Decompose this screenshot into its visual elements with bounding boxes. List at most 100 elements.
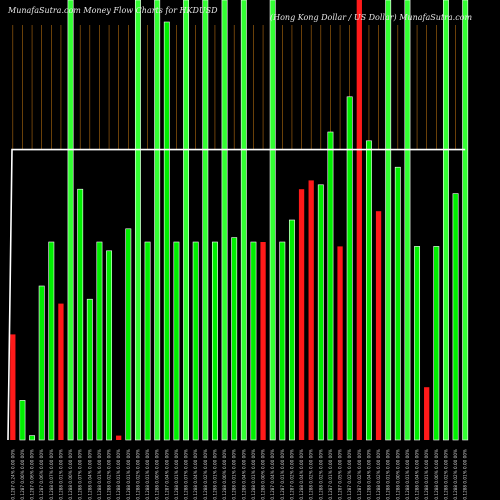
bar bbox=[77, 188, 84, 441]
bar bbox=[337, 246, 343, 440]
bar bbox=[385, 0, 392, 441]
bar bbox=[38, 285, 45, 441]
x-tick-label: 0.1288 0.01% 0.00 00% bbox=[386, 449, 391, 500]
x-tick-label: 0.1287 0.04% 0.00 00% bbox=[164, 449, 169, 500]
bar bbox=[29, 435, 36, 441]
bar bbox=[404, 0, 411, 441]
x-tick-label: 0.1288 0.04% 0.00 00% bbox=[366, 449, 371, 500]
x-tick-label: 0.1288 0.01% 0.00 00% bbox=[424, 449, 429, 500]
x-tick-label: 0.1288 0.01% 0.00 00% bbox=[405, 449, 410, 500]
bar bbox=[96, 241, 103, 441]
bar bbox=[452, 193, 459, 441]
x-tick-label: 0.1288 0.07% 0.00 00% bbox=[49, 449, 54, 500]
bar bbox=[173, 241, 180, 441]
bar bbox=[327, 131, 334, 441]
x-tick-label: 0.1288 0.01% 0.00 00% bbox=[463, 449, 468, 500]
x-tick-label: 0.1288 0.04% 0.00 00% bbox=[87, 449, 92, 500]
x-tick-label: 0.1288 0.04% 0.00 00% bbox=[299, 449, 304, 500]
bar bbox=[356, 0, 362, 440]
x-tick-label: 0.1288 0.02% 0.00 00% bbox=[443, 449, 448, 500]
x-tick-label: 0.1288 0.01% 0.00 00% bbox=[97, 449, 102, 500]
x-tick-label: 0.1288 0.02% 0.00 00% bbox=[318, 449, 323, 500]
x-tick-label: 0.1287 0.24% 0.00 00% bbox=[10, 449, 15, 500]
x-tick-label: 0.1288 0.00% 0.00 00% bbox=[222, 449, 227, 500]
bar bbox=[211, 241, 218, 441]
price-line-group bbox=[7, 148, 466, 441]
bar bbox=[250, 241, 257, 441]
x-tick-label: 0.1288 0.07% 0.00 00% bbox=[184, 449, 189, 500]
bar bbox=[106, 250, 113, 441]
x-tick-label: 0.1288 0.04% 0.00 00% bbox=[415, 449, 420, 500]
x-tick-label: 0.1287 0.00% 0.00 00% bbox=[20, 449, 25, 500]
bar bbox=[317, 184, 324, 441]
x-tick-label: 0.1288 0.07% 0.00 00% bbox=[78, 449, 83, 500]
x-tick-label: 0.1287 0.06% 0.00 00% bbox=[39, 449, 44, 500]
x-tick-label: 0.1288 0.01% 0.00 00% bbox=[232, 449, 237, 500]
bar bbox=[424, 387, 430, 440]
x-tick-label: 0.1288 0.02% 0.00 00% bbox=[453, 449, 458, 500]
bar bbox=[116, 435, 122, 440]
bar bbox=[288, 219, 295, 441]
bar bbox=[48, 241, 55, 441]
bar bbox=[144, 241, 151, 441]
bar bbox=[462, 0, 469, 441]
bar bbox=[414, 246, 421, 441]
x-tick-label: 0.1288 0.00% 0.00 00% bbox=[155, 449, 160, 500]
bar bbox=[279, 241, 286, 441]
bar bbox=[19, 400, 26, 441]
bar bbox=[442, 0, 449, 441]
x-tick-label: 0.1287 0.06% 0.00 00% bbox=[30, 449, 35, 500]
bar bbox=[308, 180, 314, 440]
bar bbox=[375, 211, 382, 440]
chart-title-right: (Hong Kong Dollar / US Dollar) MunafaSut… bbox=[270, 13, 472, 22]
x-tick-label: 0.1288 0.00% 0.00 00% bbox=[434, 449, 439, 500]
chart-title-left: MunafaSutra.com Money Flow Charts for HK… bbox=[7, 6, 218, 15]
bar bbox=[10, 334, 16, 440]
bar bbox=[231, 237, 238, 441]
x-tick-label: 0.1288 0.01% 0.00 00% bbox=[212, 449, 217, 500]
x-tick-label: 0.1287 0.02% 0.00 00% bbox=[357, 449, 362, 500]
x-tick-label: 0.1288 0.01% 0.00 00% bbox=[58, 449, 63, 500]
bar bbox=[125, 228, 132, 441]
bar bbox=[346, 96, 353, 441]
x-tick-label: 0.1288 0.01% 0.00 00% bbox=[116, 449, 121, 500]
x-tick-label: 0.1287 0.02% 0.00 00% bbox=[347, 449, 352, 500]
bar bbox=[154, 0, 161, 441]
bars bbox=[10, 0, 469, 441]
x-tick-label: 0.1288 0.01% 0.00 00% bbox=[145, 449, 150, 500]
bar bbox=[163, 21, 170, 441]
bar bbox=[260, 242, 266, 440]
x-tick-label: 0.1288 0.02% 0.00 00% bbox=[376, 449, 381, 500]
x-tick-label: 0.1287 0.05% 0.00 00% bbox=[338, 449, 343, 500]
x-tick-labels: 0.1287 0.24% 0.00 00% 0.1287 0.00% 0.00 0… bbox=[10, 449, 467, 500]
bar bbox=[202, 0, 209, 441]
bar bbox=[365, 140, 372, 441]
bar bbox=[192, 241, 199, 441]
bar bbox=[134, 0, 141, 441]
bar bbox=[86, 298, 93, 441]
bar bbox=[394, 166, 401, 441]
x-tick-label: 0.1287 0.01% 0.00 00% bbox=[280, 449, 285, 500]
x-tick-label: 0.1288 0.00% 0.00 00% bbox=[68, 449, 73, 500]
x-tick-label: 0.1287 0.04% 0.00 00% bbox=[270, 449, 275, 500]
price-line bbox=[7, 148, 466, 441]
x-tick-label: 0.1288 0.00% 0.00 00% bbox=[395, 449, 400, 500]
bar bbox=[221, 0, 228, 441]
x-tick-label: 0.1288 0.01% 0.00 00% bbox=[174, 449, 179, 500]
x-tick-label: 0.1288 0.02% 0.00 00% bbox=[309, 449, 314, 500]
x-tick-label: 0.1288 0.02% 0.00 00% bbox=[135, 449, 140, 500]
bar bbox=[183, 0, 190, 441]
bar bbox=[240, 0, 247, 441]
x-tick-label: 0.1287 0.01% 0.00 00% bbox=[328, 449, 333, 500]
x-tick-label: 0.1288 0.04% 0.00 00% bbox=[193, 449, 198, 500]
bar bbox=[433, 246, 440, 441]
x-tick-label: 0.1288 0.01% 0.00 00% bbox=[251, 449, 256, 500]
bar bbox=[58, 303, 64, 440]
bar bbox=[67, 0, 74, 441]
bar bbox=[269, 0, 276, 441]
x-tick-label: 0.1288 0.02% 0.00 00% bbox=[203, 449, 208, 500]
x-tick-label: 0.1288 0.01% 0.00 00% bbox=[126, 449, 131, 500]
x-tick-label: 0.1287 0.02% 0.00 00% bbox=[289, 449, 294, 500]
